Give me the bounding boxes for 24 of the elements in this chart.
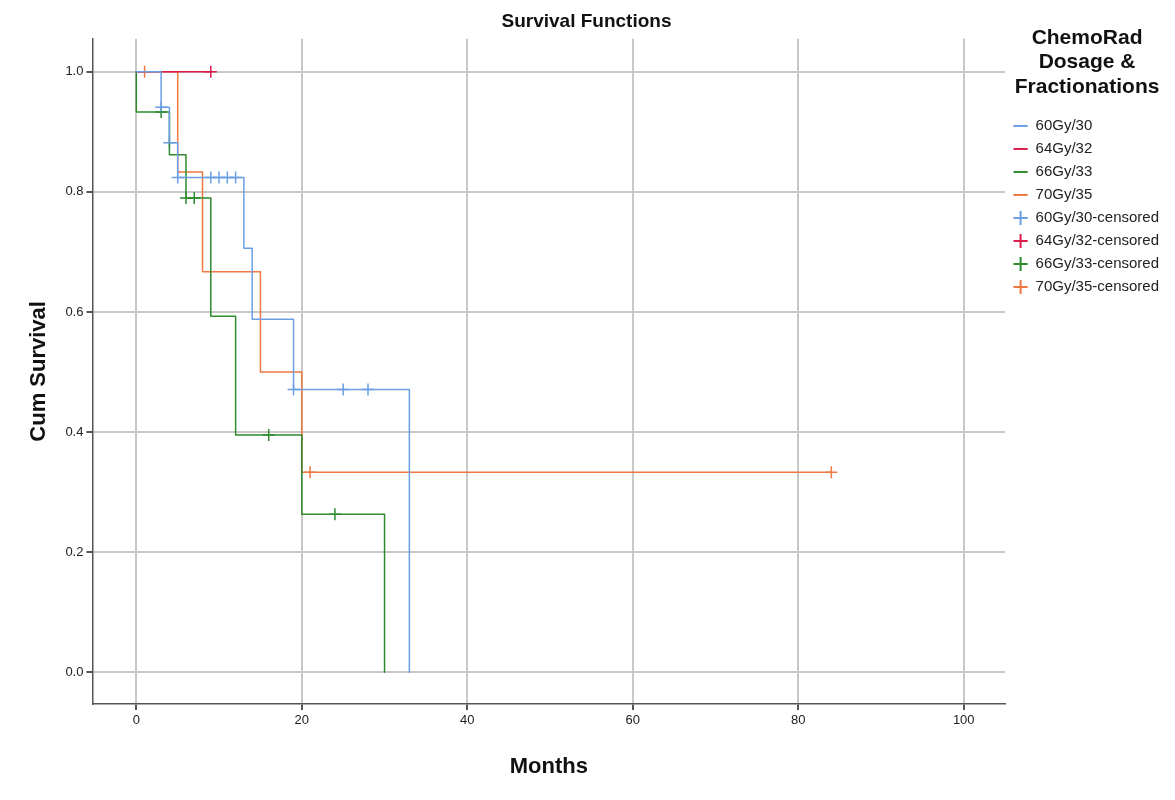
x-tick-label: 0 bbox=[132, 712, 140, 728]
legend-label: 64Gy/32-censored bbox=[1035, 231, 1159, 249]
x-tick-label: 60 bbox=[625, 712, 640, 728]
legend-label: 66Gy/33 bbox=[1035, 162, 1093, 180]
y-tick-label: 0.2 bbox=[65, 543, 84, 559]
x-tick-label: 80 bbox=[791, 712, 806, 728]
legend-label: 70Gy/35-censored bbox=[1035, 277, 1159, 295]
x-tick-label: 40 bbox=[460, 712, 475, 728]
legend-label: 66Gy/33-censored bbox=[1035, 254, 1159, 272]
x-tick-label: 100 bbox=[952, 712, 975, 728]
x-tick-label: 20 bbox=[294, 712, 310, 728]
x-axis-title: Months bbox=[509, 752, 588, 778]
chart-title: Survival Functions bbox=[501, 9, 672, 31]
y-axis-title: Cum Survival bbox=[25, 301, 51, 442]
legend-label: 60Gy/30 bbox=[1035, 116, 1093, 134]
legend-label: 60Gy/30-censored bbox=[1035, 208, 1159, 226]
y-tick-label: 0.8 bbox=[65, 183, 84, 199]
legend-title: ChemoRad Dosage & Fractionations bbox=[1014, 25, 1160, 97]
legend-label: 64Gy/32 bbox=[1035, 139, 1093, 157]
y-tick-label: 0.4 bbox=[65, 423, 84, 439]
legend-label: 70Gy/35 bbox=[1035, 185, 1093, 203]
y-tick-label: 0.6 bbox=[65, 303, 84, 319]
y-tick-label: 1.0 bbox=[65, 63, 84, 79]
y-tick-label: 0.0 bbox=[65, 663, 84, 679]
